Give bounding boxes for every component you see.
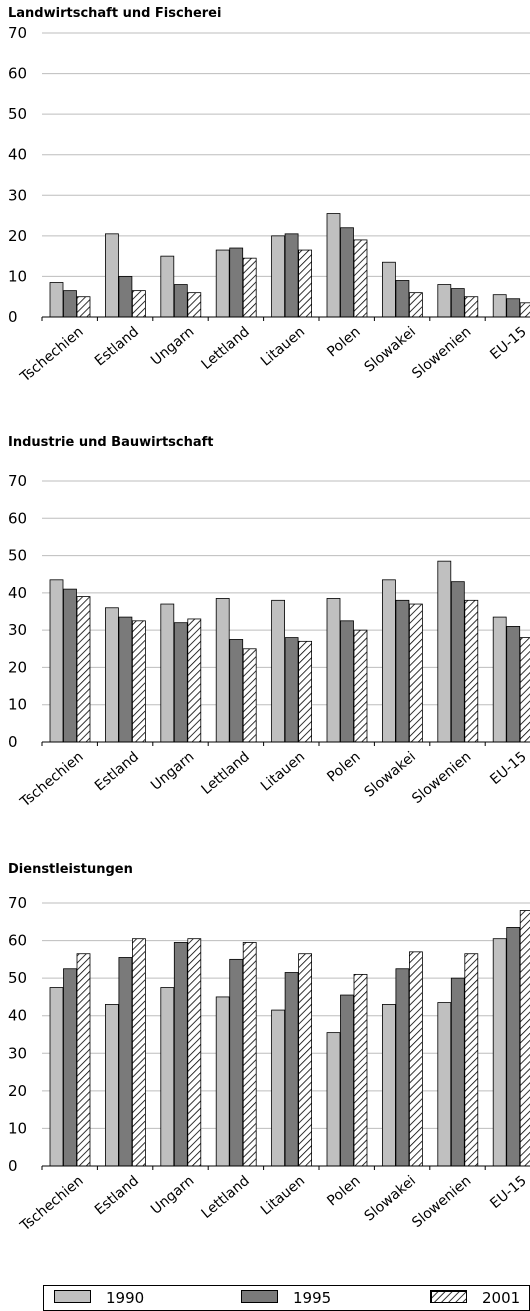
bar-1990-tschechien [49, 987, 64, 1167]
bar-1995-tschechien [63, 968, 77, 1167]
bar-1990-lettland [215, 996, 230, 1167]
x-tick-label: Lettland [199, 1173, 253, 1222]
y-tick-label: 40 [8, 146, 27, 164]
y-tick-label: 70 [8, 24, 27, 42]
bar-2001-eu-15 [519, 910, 530, 1167]
y-tick-label: 30 [8, 186, 27, 204]
y-tick-label: 0 [8, 733, 18, 751]
y-tick-label: 50 [8, 105, 27, 123]
bar-1995-litauen [284, 972, 299, 1167]
y-tick-label: 20 [8, 227, 27, 245]
x-tick-label: Ungarn [148, 1173, 197, 1218]
y-tick-label: 40 [8, 584, 27, 602]
y-tick-label: 20 [8, 658, 27, 676]
y-tick-label: 30 [8, 621, 27, 639]
bar-2001-polen [353, 973, 368, 1167]
x-tick-label: Slowenien [409, 1173, 474, 1231]
legend-swatch-2001 [430, 1290, 467, 1303]
bar-1995-estland [118, 957, 133, 1167]
y-tick-label: 70 [8, 472, 27, 490]
y-tick-label: 60 [8, 509, 27, 527]
bar-1995-ungarn [173, 942, 188, 1167]
y-tick-label: 10 [8, 696, 27, 714]
y-tick-label: 60 [8, 932, 27, 950]
legend-swatch-1990 [54, 1290, 91, 1303]
y-tick-label: 20 [8, 1082, 27, 1100]
bar-1990-litauen [271, 1009, 286, 1167]
bar-1995-polen [340, 994, 354, 1167]
bar-2001-lettland [242, 942, 257, 1167]
chart-legend: 1990 1995 2001 [43, 1285, 530, 1311]
chart-title: Landwirtschaft und Fischerei [8, 6, 222, 21]
bar-1995-slowenien [450, 977, 465, 1167]
bar-2001-litauen [298, 953, 313, 1167]
legend-label: 1990 [106, 1289, 145, 1307]
chart-title: Industrie und Bauwirtschaft [8, 435, 214, 450]
bar-1995-lettland [229, 958, 244, 1167]
bar-1990-slowenien [437, 1002, 452, 1167]
bar-2001-slowakei [408, 951, 423, 1167]
bar-chart-services: 0 10 20 30 40 50 60 70 Tschechien Estland Ungarn Le… [8, 894, 530, 1235]
bar-2001-ungarn [187, 938, 202, 1167]
y-tick-label: 50 [8, 547, 27, 565]
y-tick-label: 0 [8, 308, 18, 326]
bar-1990-eu-15 [492, 938, 507, 1167]
y-tick-label: 30 [8, 1044, 27, 1062]
bar-1995-slowakei [395, 968, 410, 1167]
y-tick-label: 60 [8, 65, 27, 83]
x-tick-label: Polen [324, 1173, 363, 1210]
bar-1990-ungarn [160, 987, 175, 1167]
y-tick-label: 50 [8, 969, 27, 987]
legend-swatch-1995 [241, 1290, 278, 1303]
x-tick-label: Estland [92, 1173, 142, 1219]
y-tick-label: 10 [8, 1119, 27, 1137]
x-tick-label: Litauen [258, 1173, 308, 1219]
legend-label: 2001 [482, 1289, 521, 1307]
x-tick-label: Tschechien [17, 1173, 87, 1235]
bar-2001-tschechien [76, 953, 91, 1167]
bar-1990-estland [105, 1004, 119, 1167]
y-tick-label: 10 [8, 267, 27, 285]
legend-label: 1995 [293, 1289, 332, 1307]
bar-2001-estland [131, 938, 146, 1167]
bar-1990-polen [326, 1032, 341, 1167]
y-tick-label: 70 [8, 894, 27, 912]
chart-title: Dienstleistungen [8, 862, 133, 877]
y-tick-label: 0 [8, 1157, 18, 1175]
bar-1995-eu-15 [506, 927, 521, 1167]
y-tick-label: 40 [8, 1007, 27, 1025]
bar-1990-slowakei [381, 1004, 396, 1167]
x-tick-label: EU-15 [487, 1173, 529, 1212]
bar-2001-slowenien [464, 953, 479, 1167]
